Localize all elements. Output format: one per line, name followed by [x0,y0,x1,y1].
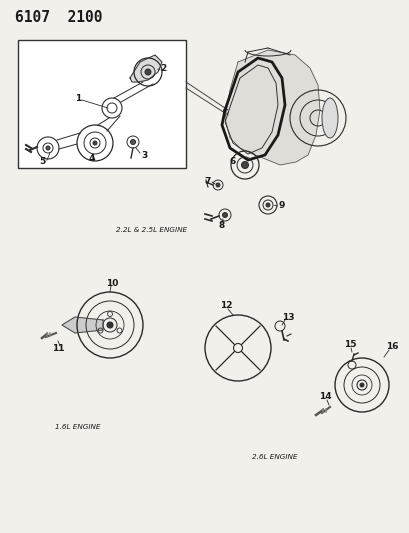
Text: 9: 9 [278,200,285,209]
Text: 14: 14 [318,392,330,401]
Text: 16: 16 [385,343,397,351]
Circle shape [222,213,227,217]
Text: 1: 1 [75,93,81,102]
Circle shape [265,203,270,207]
Text: 1.6L ENGINE: 1.6L ENGINE [55,424,100,430]
Text: 6: 6 [229,157,236,166]
Ellipse shape [321,98,337,138]
Circle shape [241,161,248,168]
Circle shape [145,69,151,75]
Text: 13: 13 [281,313,294,322]
Circle shape [107,322,113,328]
Text: 2: 2 [160,63,166,72]
Polygon shape [62,317,103,333]
Polygon shape [130,55,162,82]
Text: 2.6L ENGINE: 2.6L ENGINE [252,454,297,460]
Circle shape [216,183,220,187]
Text: 5: 5 [39,157,45,166]
Text: 12: 12 [219,302,231,311]
Circle shape [130,140,135,144]
Text: 3: 3 [142,150,148,159]
Circle shape [359,383,363,387]
Text: 8: 8 [218,222,225,230]
Text: 7: 7 [204,177,211,187]
Polygon shape [225,50,319,165]
Text: 6107  2100: 6107 2100 [15,10,102,25]
Bar [18,40,186,168]
Circle shape [46,146,50,150]
Text: 15: 15 [343,341,355,350]
Circle shape [93,141,97,145]
Text: 4: 4 [89,154,95,163]
Text: 10: 10 [106,279,118,287]
Text: 2.2L & 2.5L ENGINE: 2.2L & 2.5L ENGINE [116,227,187,233]
Text: 11: 11 [52,344,64,353]
